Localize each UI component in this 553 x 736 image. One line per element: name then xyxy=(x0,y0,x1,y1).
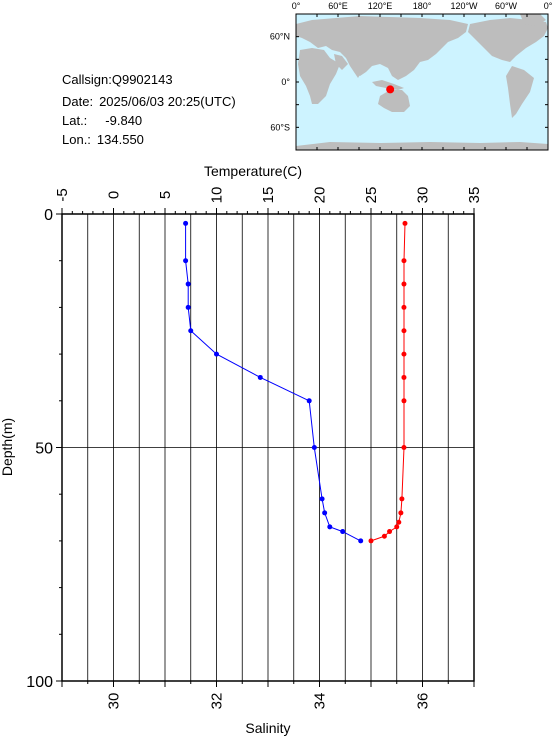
bottom-axis-tick-label: 32 xyxy=(209,693,226,710)
lon-value: 134.550 xyxy=(96,132,144,147)
chart-series xyxy=(183,220,408,544)
lon-label: Lon.: xyxy=(62,132,91,147)
callsign-value: Q9902143 xyxy=(111,72,173,87)
world-map: 0° 60°E 120°E 180° 120°W 60°W 0° 60°N 0° 60°S xyxy=(270,1,553,151)
land-south-america xyxy=(506,66,534,118)
map-ticks xyxy=(295,13,549,151)
map-lon-label: 180° xyxy=(413,1,432,11)
land-arabia xyxy=(334,54,348,70)
salinity-data-point xyxy=(358,538,364,544)
date-label: Date: xyxy=(62,94,94,109)
temperature-data-point xyxy=(396,519,402,525)
temperature-data-point xyxy=(401,258,407,264)
temperature-profile-line xyxy=(370,223,406,542)
temperature-data-point xyxy=(401,351,407,357)
map-lon-label: 120°W xyxy=(450,1,478,11)
salinity-profile-line xyxy=(185,223,361,542)
lat-line: Lat.: -9.840 xyxy=(62,113,142,129)
bottom-axis-tick-label: 30 xyxy=(106,693,123,710)
salinity-data-point xyxy=(311,445,317,450)
map-lon-label: 60°W xyxy=(495,1,518,11)
temperature-data-point xyxy=(399,496,405,502)
top-axis-label: Temperature(C) xyxy=(204,163,302,179)
temperature-data-point xyxy=(401,328,407,334)
land-indonesia xyxy=(372,80,404,90)
map-landmasses xyxy=(296,14,548,150)
y-axis-tick-label: 50 xyxy=(35,441,53,458)
lat-value: -9.840 xyxy=(105,113,143,128)
top-axis-tick-label: 15 xyxy=(260,187,277,204)
callsign-line: Callsign:Q9902143 xyxy=(62,72,173,88)
temperature-data-point xyxy=(381,533,387,539)
bottom-axis-tick-label: 36 xyxy=(415,693,432,710)
top-axis-tick-label: 25 xyxy=(363,187,380,204)
salinity-data-point xyxy=(327,524,333,530)
bottom-axis-label: Salinity xyxy=(245,720,290,736)
y-axis-tick-label: 100 xyxy=(26,674,53,691)
temperature-data-point xyxy=(394,524,400,530)
land-africa xyxy=(298,48,340,104)
station-marker xyxy=(386,85,395,94)
map-lon-label: 60°E xyxy=(328,1,348,11)
salinity-data-point xyxy=(183,258,189,264)
bottom-axis-tick-label: 34 xyxy=(312,693,329,710)
top-axis-tick-label: 35 xyxy=(466,187,483,204)
salinity-data-point xyxy=(340,529,346,535)
lon-line: Lon.: 134.550 xyxy=(62,132,144,148)
temperature-data-point xyxy=(401,304,407,310)
map-latitude-labels: 60°N 0° 60°S xyxy=(270,32,291,133)
temperature-data-point xyxy=(401,445,407,450)
top-axis-tick-label: -5 xyxy=(54,188,71,201)
salinity-data-point xyxy=(214,351,219,357)
map-lon-label: 120°E xyxy=(368,1,393,11)
callsign-label: Callsign: xyxy=(62,72,112,87)
salinity-data-point xyxy=(185,304,191,310)
map-lon-label: 0° xyxy=(544,1,553,11)
top-axis-tick-label: 0 xyxy=(106,191,123,199)
map-lat-label: 60°N xyxy=(270,32,290,42)
temperature-data-point xyxy=(387,529,393,535)
land-india xyxy=(352,60,364,78)
temperature-data-point xyxy=(401,281,407,287)
top-axis-tick-label: 20 xyxy=(312,187,329,204)
salinity-data-point xyxy=(306,398,312,404)
salinity-data-point xyxy=(185,281,191,287)
temperature-data-point xyxy=(368,538,374,544)
map-longitude-labels: 0° 60°E 120°E 180° 120°W 60°W 0° xyxy=(292,1,553,11)
land-north-america xyxy=(468,18,548,62)
temperature-data-point xyxy=(398,510,404,516)
land-europe-asia xyxy=(296,16,468,80)
top-axis-tick-label: 10 xyxy=(209,187,226,204)
salinity-data-point xyxy=(322,510,328,516)
map-lat-label: 0° xyxy=(281,77,290,87)
temperature-data-point xyxy=(402,220,408,226)
y-axis-label: Depth(m) xyxy=(0,418,15,476)
salinity-data-point xyxy=(319,496,325,502)
y-axis-tick-label: 0 xyxy=(44,207,53,224)
date-value: 2025/06/03 20:25(UTC) xyxy=(99,94,236,109)
map-lat-label: 60°S xyxy=(270,122,290,132)
salinity-data-point xyxy=(188,328,194,334)
temperature-data-point xyxy=(401,374,407,380)
map-lon-label: 0° xyxy=(292,1,301,11)
land-australia xyxy=(378,90,410,112)
salinity-data-point xyxy=(257,374,263,380)
salinity-data-point xyxy=(183,220,189,226)
date-line: Date: 2025/06/03 20:25(UTC) xyxy=(62,94,236,110)
lat-label: Lat.: xyxy=(62,113,88,128)
top-axis-tick-label: 5 xyxy=(157,191,174,199)
chart-grid xyxy=(62,214,474,681)
temperature-data-point xyxy=(401,398,407,404)
top-axis-tick-label: 30 xyxy=(415,187,432,204)
